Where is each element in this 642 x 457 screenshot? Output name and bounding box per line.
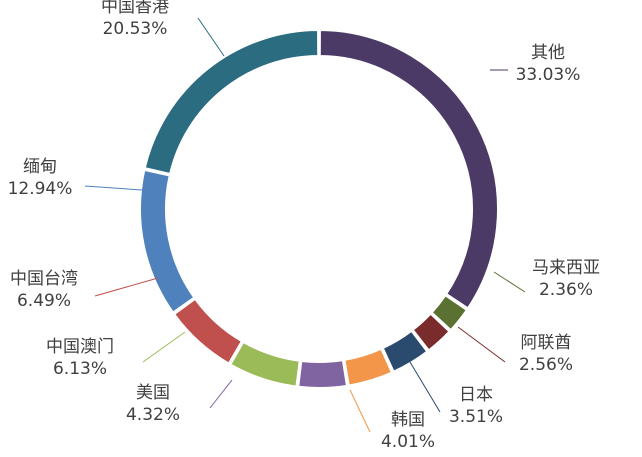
slice-9 [143, 28, 320, 176]
leader-line-2 [457, 326, 506, 363]
slice-category-label: 阿联酋 [521, 333, 572, 353]
leader-line-3 [409, 361, 441, 413]
slice-3 [381, 329, 429, 374]
slice-category-label: 其他 [531, 43, 565, 63]
leader-line-5 [209, 379, 233, 409]
slice-category-label: 中国台湾 [10, 269, 78, 289]
slice-4 [343, 347, 394, 387]
slice-value-label: 2.36% [539, 280, 593, 300]
slice-2 [411, 312, 451, 352]
slice-value-label: 6.49% [17, 291, 71, 311]
leader-line-1 [493, 271, 526, 293]
slice-value-label: 4.01% [381, 432, 435, 452]
slice-value-label: 33.03% [516, 65, 581, 85]
slice-value-label: 2.56% [519, 355, 573, 375]
leader-lines [84, 17, 526, 433]
slice-category-label: 缅甸 [23, 157, 57, 177]
donut-slices [139, 28, 499, 389]
slice-category-label: 日本 [459, 385, 493, 405]
leader-line-9 [197, 17, 225, 57]
slice-category-label: 中国澳门 [46, 337, 114, 357]
slice-category-label: 中国香港 [101, 0, 169, 17]
slice-value-label: 4.32% [126, 405, 180, 425]
slice-value-label: 6.13% [53, 359, 107, 379]
slice-0 [318, 28, 499, 310]
slice-8 [139, 168, 196, 315]
leader-line-6 [142, 331, 186, 363]
leader-line-7 [94, 277, 159, 297]
slice-value-label: 12.94% [8, 179, 73, 199]
leader-line-8 [84, 185, 143, 191]
slice-1 [430, 293, 469, 332]
slice-category-label: 美国 [136, 383, 170, 403]
slice-value-label: 3.51% [449, 407, 503, 427]
slice-6 [229, 340, 301, 388]
slice-category-label: 马来西亚 [532, 258, 600, 278]
slice-5 [297, 358, 349, 389]
slice-category-label: 韩国 [391, 410, 425, 430]
slice-7 [172, 297, 244, 365]
leader-line-4 [349, 389, 371, 433]
slice-value-label: 20.53% [103, 19, 168, 39]
